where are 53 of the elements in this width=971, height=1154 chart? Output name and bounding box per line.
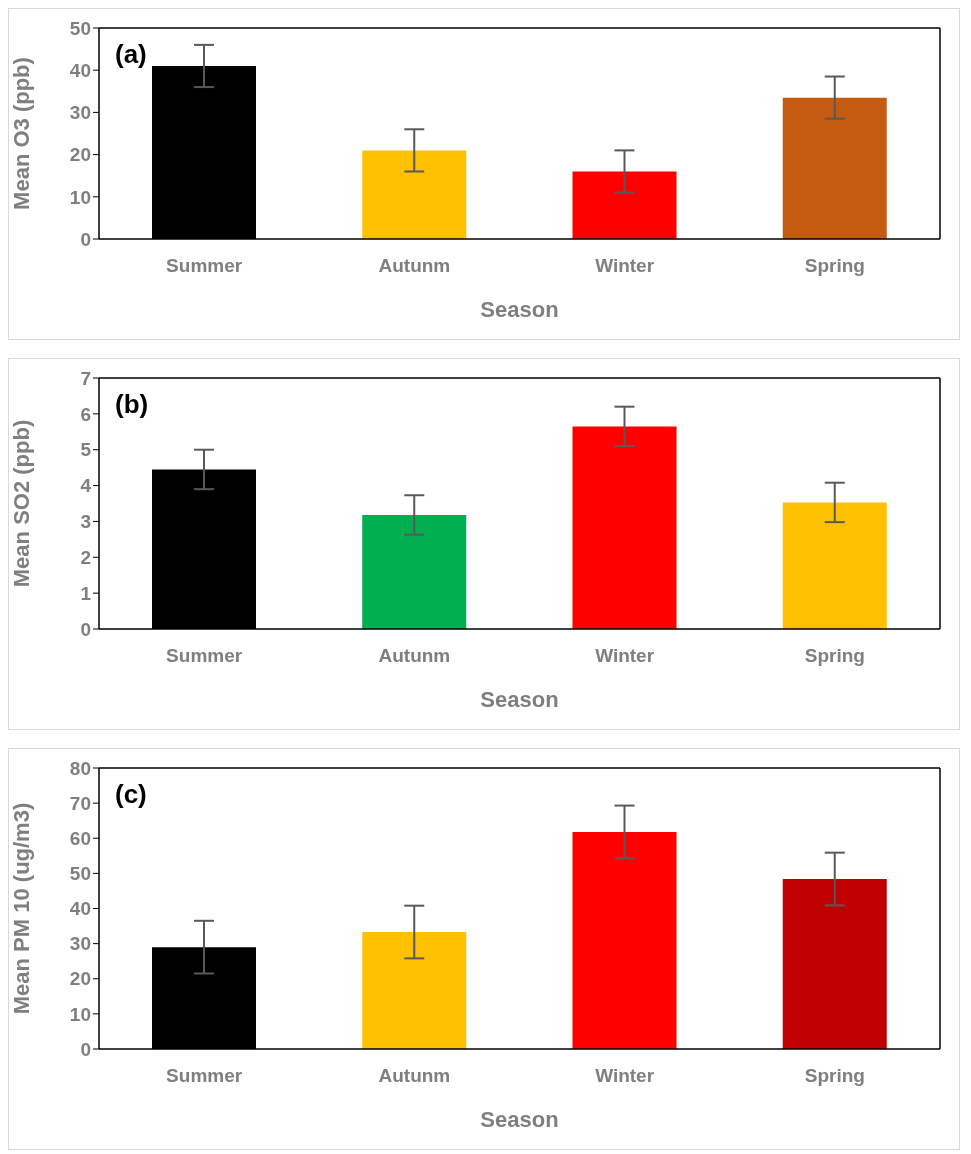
y-tick-label: 0 [80, 618, 91, 640]
x-tick-label: Summer [166, 645, 243, 667]
y-tick-label: 50 [69, 17, 91, 39]
y-tick-label: 20 [69, 968, 91, 990]
y-tick-label: 0 [80, 1038, 91, 1060]
y-tick-label: 2 [80, 547, 91, 569]
bar [572, 426, 677, 629]
x-tick-label: Winter [595, 1065, 655, 1087]
bar [782, 879, 887, 1049]
y-tick-label: 60 [69, 827, 91, 849]
bar [362, 932, 467, 1049]
annotation: (c) [115, 779, 147, 810]
bar [572, 831, 677, 1049]
x-tick-label: Spring [804, 1065, 865, 1087]
bar [572, 171, 677, 239]
y-tick-label: 0 [80, 228, 91, 250]
y-tick-label: 10 [69, 1003, 91, 1025]
y-tick-label: 6 [80, 403, 91, 425]
bar [782, 97, 887, 239]
x-axis-title: Season [480, 687, 559, 712]
y-tick-label: 30 [69, 933, 91, 955]
x-tick-label: Spring [804, 255, 865, 277]
x-tick-label: Autunm [378, 255, 451, 277]
x-tick-label: Summer [166, 255, 243, 277]
x-tick-label: Summer [166, 1065, 243, 1087]
y-tick-label: 10 [69, 186, 91, 208]
y-tick-label: 20 [69, 144, 91, 166]
y-tick-label: 5 [80, 439, 92, 461]
y-tick-label: 4 [80, 475, 92, 497]
y-tick-label: 30 [69, 102, 91, 124]
y-tick-label: 40 [69, 898, 91, 920]
x-axis-title: Season [480, 1107, 559, 1132]
x-tick-label: Autunm [378, 645, 451, 667]
annotation: (a) [115, 39, 147, 70]
y-tick-label: 3 [80, 511, 91, 533]
y-tick-label: 50 [69, 863, 91, 885]
y-axis-title: Mean SO2 (ppb) [8, 419, 34, 588]
bar [362, 514, 467, 629]
bar [362, 150, 467, 239]
y-tick-label: 40 [69, 59, 91, 81]
annotation: (b) [115, 389, 149, 420]
y-axis-title: Mean O3 (ppb) [8, 57, 34, 210]
x-tick-label: Spring [804, 645, 865, 667]
y-tick-label: 80 [69, 757, 91, 779]
y-tick-label: 70 [69, 792, 91, 814]
y-tick-label: 1 [80, 582, 92, 604]
x-tick-label: Autunm [378, 1065, 451, 1087]
x-tick-label: Winter [595, 645, 655, 667]
y-axis-title: Mean PM 10 (ug/m3) [8, 802, 34, 1015]
x-axis-title: Season [480, 297, 559, 322]
y-tick-label: 7 [80, 367, 91, 389]
bar [782, 502, 887, 629]
x-tick-label: Winter [595, 255, 655, 277]
